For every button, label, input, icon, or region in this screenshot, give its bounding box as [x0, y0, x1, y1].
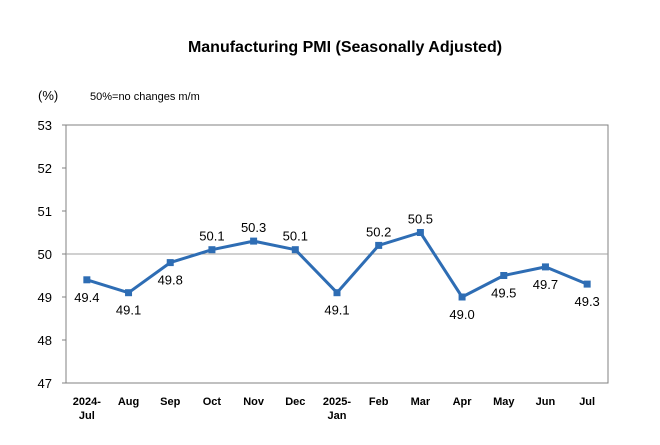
x-tick-label-line: Aug	[118, 396, 139, 408]
x-tick-label: Feb	[369, 396, 389, 408]
x-tick-label-line: May	[493, 396, 515, 408]
y-tick-label: 49	[38, 290, 52, 305]
data-point-marker	[83, 276, 91, 284]
x-tick-label: May	[493, 396, 515, 408]
x-tick-label-line: Jan	[328, 410, 347, 422]
y-tick-label: 48	[38, 333, 52, 348]
data-label: 50.3	[241, 220, 266, 235]
data-label: 50.1	[283, 229, 308, 244]
data-label: 50.2	[366, 224, 391, 239]
x-tick-label: Jul	[579, 396, 595, 408]
x-tick-label-line: Feb	[369, 396, 389, 408]
x-tick-label: Dec	[285, 396, 305, 408]
x-tick-label-line: Mar	[411, 396, 431, 408]
series-layer	[83, 229, 591, 301]
data-point-marker	[333, 289, 341, 297]
x-tick-label: Oct	[203, 396, 222, 408]
x-tick-label: 2024- Jul	[73, 396, 101, 422]
x-tick-label-line: Apr	[453, 396, 473, 408]
data-point-marker	[416, 229, 424, 236]
x-axis: 2024- Jul Aug Sep Oct Nov Dec 2025- Jan Feb Mar Apr…	[73, 396, 595, 422]
data-label: 49.0	[449, 307, 474, 322]
data-label: 49.5	[491, 286, 516, 301]
data-point-marker	[500, 272, 508, 279]
data-label-layer: 49.4 49.1 49.8 50.1 50.3 50.1 49.1 50.2 50.5 49.0…	[74, 212, 600, 323]
data-point-marker	[458, 293, 466, 301]
x-tick-label: Apr	[453, 396, 473, 408]
data-label: 49.1	[324, 303, 349, 318]
data-point-marker	[375, 241, 383, 249]
data-point-marker	[125, 289, 133, 297]
chart-note: 50%=no changes m/m	[90, 91, 200, 103]
chart-title: Manufacturing PMI (Seasonally Adjusted)	[188, 39, 502, 56]
data-label: 49.7	[533, 277, 558, 292]
x-tick-label: Nov	[243, 396, 265, 408]
data-point-marker	[166, 259, 174, 267]
x-tick-label-line: 2024-	[73, 396, 101, 408]
x-tick-label-line: Dec	[285, 396, 305, 408]
y-unit-label: (%)	[38, 88, 58, 103]
x-tick-label-line: Jun	[536, 396, 556, 408]
x-tick-label: Sep	[160, 396, 180, 408]
x-tick-label-line: Oct	[203, 396, 222, 408]
data-label: 50.1	[199, 229, 224, 244]
data-point-marker	[583, 280, 591, 288]
y-tick-label: 51	[38, 204, 52, 219]
y-tick-label: 52	[38, 161, 52, 176]
y-tick-label: 53	[38, 118, 52, 133]
y-tick-label: 50	[38, 247, 52, 262]
x-tick-label-line: Sep	[160, 396, 180, 408]
x-tick-label-line: Jul	[79, 410, 95, 422]
x-tick-label-line: 2025-	[323, 396, 351, 408]
x-tick-label: Jun	[536, 396, 556, 408]
y-tick-label: 47	[38, 376, 52, 391]
data-label: 49.8	[158, 273, 183, 288]
data-point-marker	[250, 237, 258, 245]
data-label: 50.5	[408, 212, 433, 227]
data-label: 49.4	[74, 290, 99, 305]
data-label: 49.3	[574, 294, 599, 309]
data-point-marker	[291, 246, 299, 254]
x-tick-label: Aug	[118, 396, 139, 408]
data-label: 49.1	[116, 303, 141, 318]
y-axis: 47 48 49 50 51 52 53	[38, 118, 66, 391]
data-point-marker	[541, 263, 549, 271]
x-tick-label: Mar	[411, 396, 431, 408]
x-tick-label-line: Jul	[579, 396, 595, 408]
x-tick-label: 2025- Jan	[323, 396, 351, 422]
x-tick-label-line: Nov	[243, 396, 265, 408]
data-point-marker	[208, 246, 216, 254]
